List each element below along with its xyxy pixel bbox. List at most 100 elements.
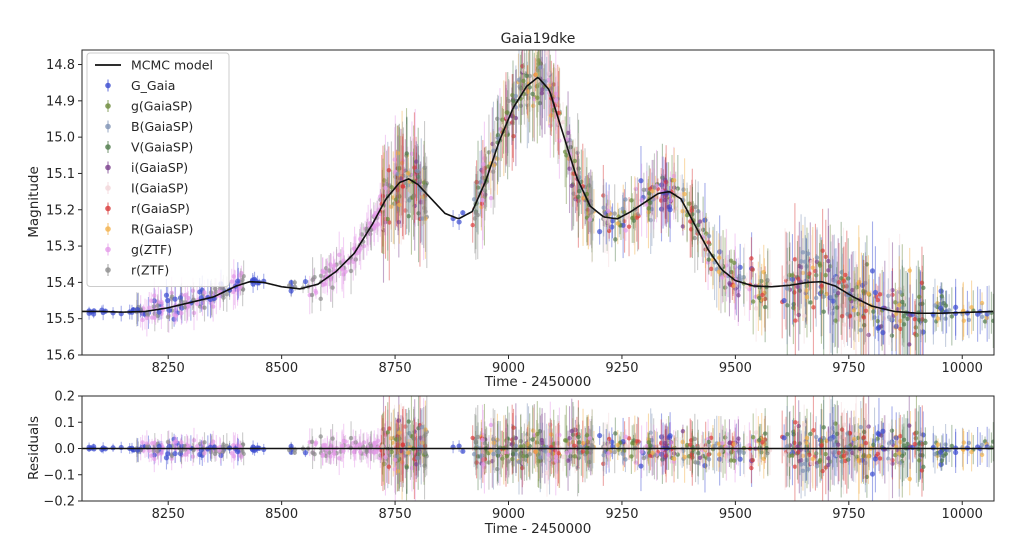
data-point-r_ZTF — [506, 79, 511, 123]
data-point-g_GaiaSP — [535, 52, 540, 144]
y-tick-label: 15.6 — [46, 349, 75, 364]
data-point-V_GaiaSP — [577, 166, 582, 216]
data-point-R_GaiaSP — [533, 50, 539, 103]
data-point-V_GaiaSP — [537, 70, 543, 136]
data-point-R_GaiaSP — [682, 158, 687, 230]
x-tick-label: 8500 — [265, 361, 298, 376]
data-point-R_GaiaSP — [804, 269, 810, 325]
data-point-r_ZTF — [491, 128, 496, 215]
data-point-r_ZTF — [472, 183, 478, 254]
residual-point-g_ZTF — [147, 439, 152, 463]
data-point-g_ZTF — [720, 251, 725, 304]
data-point-B_GaiaSP — [601, 178, 606, 237]
data-point-r_ZTF — [312, 267, 317, 287]
data-point-R_GaiaSP — [671, 147, 677, 213]
data-point-R_GaiaSP — [406, 154, 411, 192]
data-point-i_GaiaSP — [398, 128, 404, 229]
data-point-g_GaiaSP — [389, 169, 394, 205]
data-point-r_GaiaSP — [470, 207, 475, 243]
magnitude-data-points — [86, 50, 994, 355]
data-point-I_GaiaSP — [500, 105, 506, 147]
data-point-r_GaiaSP — [898, 299, 903, 355]
data-point-B_GaiaSP — [706, 221, 712, 251]
data-point-I_GaiaSP — [546, 50, 551, 109]
legend-entry-I_GaiaSP: I(GaiaSP) — [105, 181, 188, 196]
data-point-G_Gaia — [830, 259, 836, 343]
data-point-I_GaiaSP — [853, 250, 858, 355]
data-point-I_GaiaSP — [523, 77, 529, 128]
data-point-r_ZTF — [587, 172, 592, 199]
data-point-G_Gaia — [658, 176, 665, 242]
data-point-B_GaiaSP — [966, 301, 972, 339]
data-point-R_GaiaSP — [761, 244, 766, 300]
legend-entry-g_ZTF: g(ZTF) — [105, 242, 172, 257]
data-point-B_GaiaSP — [872, 271, 877, 355]
data-point-R_GaiaSP — [893, 288, 899, 339]
data-point-V_GaiaSP — [762, 271, 768, 343]
data-point-V_GaiaSP — [524, 50, 529, 110]
data-point-r_ZTF — [422, 121, 427, 215]
data-point-B_GaiaSP — [543, 63, 548, 100]
data-point-B_GaiaSP — [538, 50, 543, 116]
data-point-V_GaiaSP — [696, 192, 701, 258]
data-point-g_ZTF — [644, 171, 649, 239]
data-point-G_Gaia — [609, 203, 616, 239]
y-tick-label: 15.2 — [46, 203, 75, 218]
data-point-g_ZTF — [671, 146, 677, 206]
y-tick-label: 15.0 — [46, 131, 75, 146]
residual-point-G_Gaia — [460, 448, 466, 454]
data-point-i_GaiaSP — [879, 306, 884, 347]
data-point-G_Gaia — [789, 234, 796, 325]
data-point-B_GaiaSP — [943, 290, 948, 347]
data-point-g_ZTF — [481, 153, 486, 175]
data-point-I_GaiaSP — [589, 170, 595, 263]
data-point-r_GaiaSP — [873, 283, 879, 310]
legend-label: i(GaiaSP) — [131, 160, 188, 175]
data-point-G_Gaia — [953, 278, 959, 336]
data-point-r_GaiaSP — [380, 145, 386, 247]
data-point-g_GaiaSP — [847, 282, 853, 315]
data-point-R_GaiaSP — [859, 252, 864, 355]
data-point-g_ZTF — [421, 144, 426, 261]
data-point-i_GaiaSP — [727, 250, 732, 317]
data-point-g_GaiaSP — [521, 62, 526, 100]
data-point-R_GaiaSP — [800, 224, 806, 322]
data-point-B_GaiaSP — [839, 236, 844, 309]
data-point-i_GaiaSP — [850, 251, 855, 329]
data-point-i_GaiaSP — [539, 50, 545, 138]
data-point-B_GaiaSP — [419, 192, 425, 245]
data-point-V_GaiaSP — [406, 197, 411, 236]
x-tick-label: 9500 — [719, 361, 752, 376]
data-point-r_ZTF — [318, 254, 324, 298]
data-point-V_GaiaSP — [923, 299, 928, 343]
data-point-B_GaiaSP — [491, 101, 496, 200]
data-point-i_GaiaSP — [795, 267, 800, 307]
data-point-V_GaiaSP — [846, 238, 851, 319]
data-point-g_ZTF — [346, 253, 351, 272]
data-point-V_GaiaSP — [527, 50, 532, 133]
data-point-r_GaiaSP — [795, 235, 801, 323]
data-point-V_GaiaSP — [475, 140, 481, 235]
data-point-V_GaiaSP — [991, 293, 994, 349]
x-tick-label: 8500 — [265, 507, 298, 522]
data-point-r_ZTF — [326, 255, 332, 287]
data-point-B_GaiaSP — [946, 294, 952, 327]
data-point-B_GaiaSP — [813, 269, 819, 327]
legend-label: V(GaiaSP) — [131, 140, 193, 155]
data-point-B_GaiaSP — [526, 52, 531, 144]
data-point-g_GaiaSP — [732, 249, 737, 276]
data-point-B_GaiaSP — [784, 232, 790, 345]
legend-entry-B_GaiaSP: B(GaiaSP) — [105, 119, 193, 134]
legend-label: B(GaiaSP) — [131, 119, 193, 134]
data-point-I_GaiaSP — [544, 50, 550, 87]
residuals-panel-ylabel: Residuals — [26, 416, 42, 480]
data-point-r_ZTF — [165, 301, 171, 333]
mcmc-model-curve — [82, 76, 994, 315]
data-point-r_GaiaSP — [479, 189, 485, 219]
data-point-i_GaiaSP — [414, 141, 419, 182]
magnitude-panel-frame — [81, 49, 995, 356]
data-point-V_GaiaSP — [921, 254, 926, 321]
data-point-g_ZTF — [497, 88, 503, 171]
data-point-I_GaiaSP — [886, 237, 892, 346]
data-point-i_GaiaSP — [895, 290, 900, 329]
